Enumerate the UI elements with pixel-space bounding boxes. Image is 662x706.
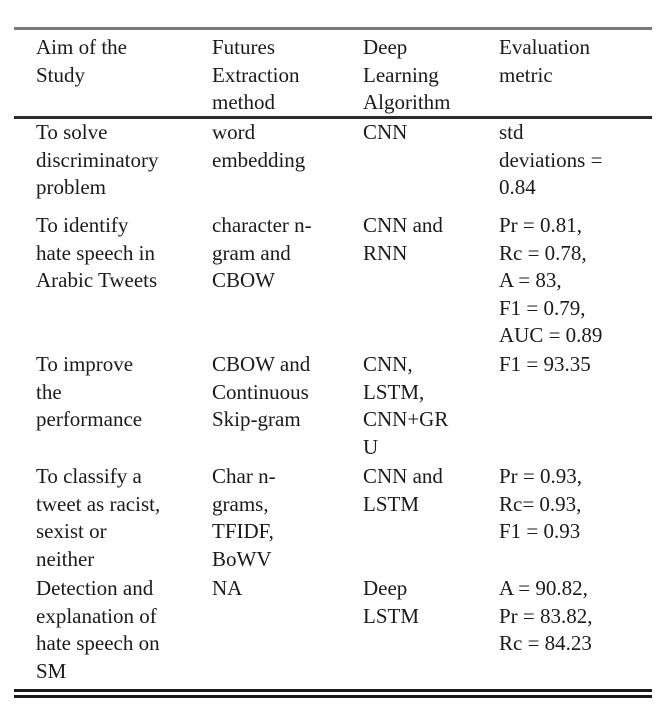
row5-algorithm: Deep LSTM xyxy=(363,576,420,628)
row5-aim: Detection and explanation of hate speech… xyxy=(36,576,160,683)
header-aim: Aim of the Study xyxy=(36,35,127,87)
row4-aim: To classify a tweet as racist, sexist or… xyxy=(36,464,161,571)
row5-feature: NA xyxy=(212,576,243,600)
row4-feature: Char n- grams, TFIDF, BoWV xyxy=(212,464,276,571)
row1-aim: To solve discriminatory problem xyxy=(36,120,159,199)
table-bottom-rule-2 xyxy=(14,695,652,698)
header-algorithm: Deep Learning Algorithm xyxy=(363,35,451,114)
row1-feature: word embedding xyxy=(212,120,306,172)
table-top-rule xyxy=(14,27,652,30)
row3-algorithm: CNN, LSTM, CNN+GR U xyxy=(363,352,449,459)
row3-aim: To improve the performance xyxy=(36,352,143,431)
row3-metric: F1 = 93.35 xyxy=(499,352,591,376)
row1-algorithm: CNN xyxy=(363,120,408,144)
row3-feature: CBOW and Continuous Skip-gram xyxy=(212,352,311,431)
row2-aim: To identify hate speech in Arabic Tweets xyxy=(36,213,158,292)
row2-metric: Pr = 0.81, Rc = 0.78, A = 83, F1 = 0.79,… xyxy=(499,213,603,347)
row1-metric: std deviations = 0.84 xyxy=(499,120,603,199)
header-rule xyxy=(14,116,652,119)
row4-algorithm: CNN and LSTM xyxy=(363,464,443,516)
row4-metric: Pr = 0.93, Rc= 0.93, F1 = 0.93 xyxy=(499,464,583,543)
header-metric: Evaluation metric xyxy=(499,35,590,87)
row2-algorithm: CNN and RNN xyxy=(363,213,443,265)
header-feature-extraction: Futures Extraction method xyxy=(212,35,300,114)
table-bottom-rule-1 xyxy=(14,689,652,692)
row5-metric: A = 90.82, Pr = 83.82, Rc = 84.23 xyxy=(499,576,593,655)
row2-feature: character n- gram and CBOW xyxy=(212,213,312,292)
